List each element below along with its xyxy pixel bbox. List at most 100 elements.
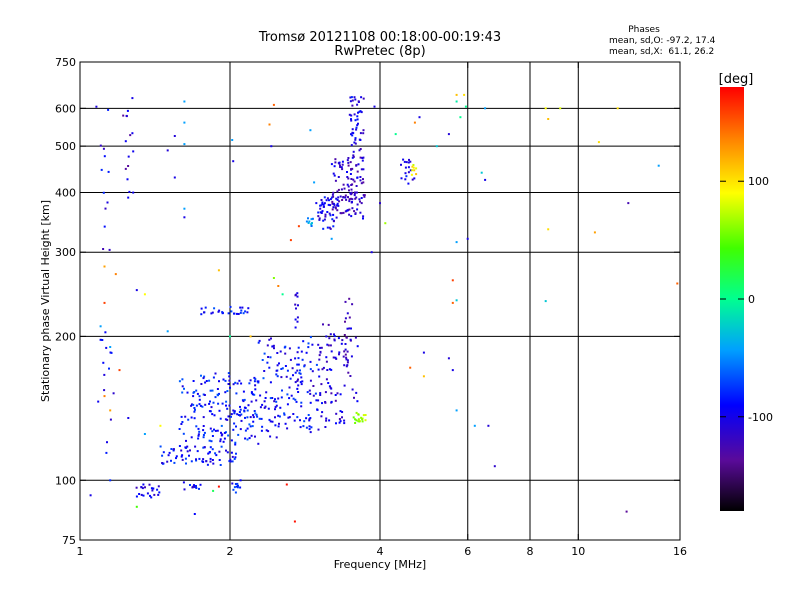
echo-point bbox=[338, 353, 340, 356]
stats-line-x: mean, sd,X: 61.1, 26.2 bbox=[609, 47, 714, 57]
echo-point bbox=[211, 435, 214, 437]
echo-point bbox=[272, 103, 275, 106]
echo-point bbox=[218, 392, 220, 395]
echo-point bbox=[193, 484, 195, 487]
echo-point bbox=[318, 354, 321, 357]
echo-point bbox=[407, 166, 410, 169]
echo-point bbox=[360, 111, 363, 114]
echo-point bbox=[324, 213, 327, 216]
echo-point bbox=[220, 431, 222, 434]
echo-point bbox=[305, 351, 308, 354]
echo-point bbox=[297, 363, 300, 366]
echo-point bbox=[347, 185, 350, 188]
echo-point bbox=[357, 418, 360, 421]
echo-point bbox=[343, 364, 346, 367]
echo-point bbox=[344, 320, 346, 323]
echo-point bbox=[355, 126, 358, 129]
echo-point bbox=[225, 400, 228, 403]
echo-point bbox=[323, 218, 326, 221]
echo-point bbox=[544, 300, 547, 303]
echo-point bbox=[271, 397, 274, 399]
echo-point bbox=[173, 135, 176, 137]
echo-point bbox=[257, 341, 260, 344]
echo-point bbox=[283, 413, 286, 416]
echo-point bbox=[236, 486, 239, 489]
echo-point bbox=[455, 299, 458, 302]
echo-point bbox=[319, 204, 322, 207]
echo-point bbox=[269, 435, 272, 438]
echo-point bbox=[484, 178, 487, 181]
echo-point bbox=[253, 380, 256, 383]
echo-point bbox=[218, 450, 221, 453]
echo-point bbox=[114, 273, 117, 276]
echo-point bbox=[143, 433, 146, 435]
echo-point bbox=[322, 366, 325, 369]
echo-point bbox=[296, 416, 299, 419]
echo-point bbox=[413, 177, 416, 180]
echo-point bbox=[228, 379, 231, 382]
echo-point bbox=[435, 145, 438, 148]
echo-point bbox=[237, 484, 239, 487]
echo-point bbox=[276, 364, 279, 367]
echo-point bbox=[331, 200, 334, 203]
echo-point bbox=[394, 133, 397, 136]
echo-point bbox=[353, 96, 356, 99]
echo-point bbox=[343, 334, 346, 336]
echo-point bbox=[447, 133, 450, 136]
echo-point bbox=[233, 458, 236, 460]
echo-point bbox=[104, 207, 107, 210]
echo-point bbox=[124, 140, 127, 143]
echo-point bbox=[339, 420, 342, 423]
echo-point bbox=[173, 461, 176, 464]
echo-point bbox=[297, 304, 299, 307]
echo-point bbox=[473, 424, 476, 427]
echo-point bbox=[142, 483, 145, 486]
echo-point bbox=[333, 165, 336, 168]
echo-point bbox=[243, 398, 246, 401]
echo-point bbox=[234, 441, 237, 444]
echo-point bbox=[307, 222, 310, 224]
echo-point bbox=[246, 311, 249, 314]
echo-point bbox=[228, 375, 231, 378]
echo-point bbox=[547, 228, 550, 231]
echo-point bbox=[252, 414, 255, 417]
echo-point bbox=[342, 355, 345, 358]
echo-point bbox=[337, 337, 340, 340]
echo-point bbox=[362, 194, 365, 197]
echo-point bbox=[135, 289, 138, 292]
echo-point bbox=[344, 348, 347, 351]
echo-point bbox=[278, 415, 281, 418]
echo-point bbox=[126, 178, 129, 181]
echo-point bbox=[363, 194, 366, 197]
echo-point bbox=[331, 202, 334, 205]
echo-point bbox=[356, 176, 359, 179]
echo-point bbox=[167, 454, 170, 457]
echo-point bbox=[233, 410, 236, 413]
echo-point bbox=[108, 367, 110, 370]
echo-point bbox=[294, 357, 297, 360]
echo-point bbox=[341, 168, 344, 171]
echo-point bbox=[319, 346, 321, 349]
echo-point bbox=[334, 158, 337, 161]
echo-point bbox=[361, 420, 364, 423]
echo-point bbox=[358, 149, 361, 152]
echo-point bbox=[333, 174, 336, 177]
echo-point bbox=[226, 390, 229, 392]
echo-point bbox=[354, 98, 357, 101]
echo-point bbox=[204, 381, 207, 384]
echo-point bbox=[209, 457, 212, 460]
echo-point bbox=[335, 216, 338, 219]
echo-point bbox=[253, 393, 256, 396]
echo-point bbox=[132, 150, 135, 153]
echo-point bbox=[325, 417, 328, 420]
echo-point bbox=[199, 404, 202, 407]
echo-point bbox=[286, 369, 289, 372]
echo-point bbox=[354, 422, 357, 424]
echo-point bbox=[309, 379, 312, 382]
echo-point bbox=[336, 198, 339, 201]
echo-point bbox=[332, 356, 335, 359]
echo-point bbox=[384, 222, 387, 225]
echo-point bbox=[337, 162, 340, 165]
echo-point bbox=[212, 376, 215, 379]
echo-point bbox=[188, 454, 190, 457]
